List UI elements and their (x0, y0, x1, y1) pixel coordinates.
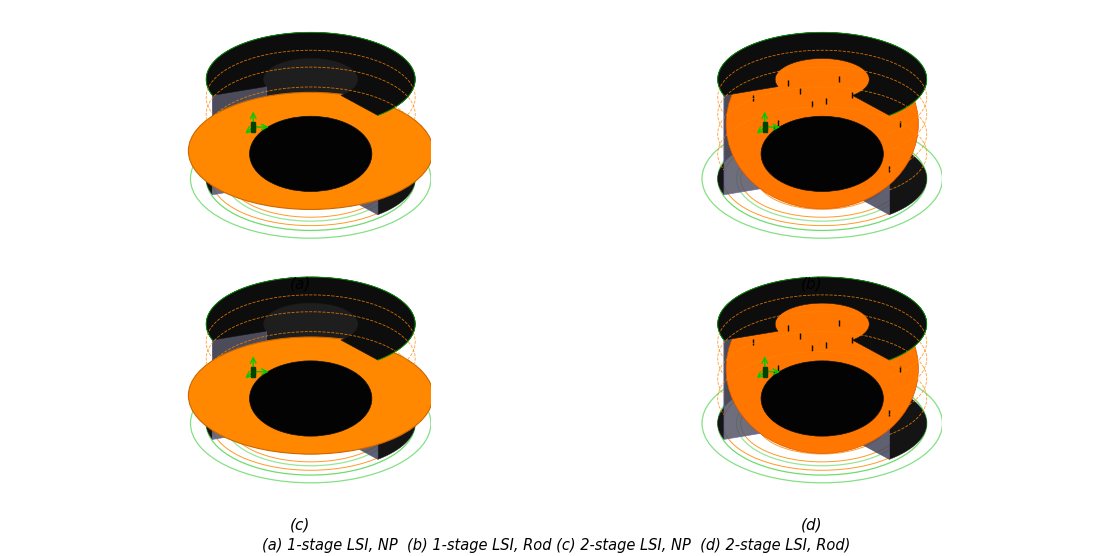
Polygon shape (206, 277, 415, 360)
Polygon shape (724, 331, 778, 439)
Polygon shape (212, 87, 267, 195)
Ellipse shape (188, 337, 433, 454)
Polygon shape (775, 303, 870, 439)
Text: (b): (b) (801, 276, 823, 291)
Text: (c): (c) (290, 518, 310, 533)
Polygon shape (775, 58, 870, 195)
Polygon shape (206, 32, 415, 116)
Polygon shape (853, 96, 890, 215)
Polygon shape (717, 32, 926, 116)
Text: (a): (a) (289, 276, 311, 291)
Ellipse shape (249, 361, 371, 436)
Text: (d): (d) (801, 518, 823, 533)
Ellipse shape (761, 361, 883, 436)
Polygon shape (212, 331, 267, 439)
Ellipse shape (249, 116, 371, 191)
Ellipse shape (188, 92, 433, 210)
Polygon shape (717, 32, 926, 215)
Ellipse shape (726, 284, 919, 453)
Polygon shape (264, 58, 358, 195)
Polygon shape (341, 340, 378, 459)
Ellipse shape (726, 39, 919, 208)
Polygon shape (206, 277, 415, 459)
Polygon shape (341, 96, 378, 215)
Polygon shape (717, 277, 926, 360)
Polygon shape (206, 32, 415, 215)
Polygon shape (853, 340, 890, 459)
Polygon shape (717, 277, 926, 459)
Polygon shape (724, 87, 778, 195)
Text: (a) 1-stage LSI, NP  (b) 1-stage LSI, Rod (c) 2-stage LSI, NP  (d) 2-stage LSI, : (a) 1-stage LSI, NP (b) 1-stage LSI, Rod… (261, 538, 851, 553)
Ellipse shape (761, 116, 883, 191)
Polygon shape (264, 303, 358, 439)
